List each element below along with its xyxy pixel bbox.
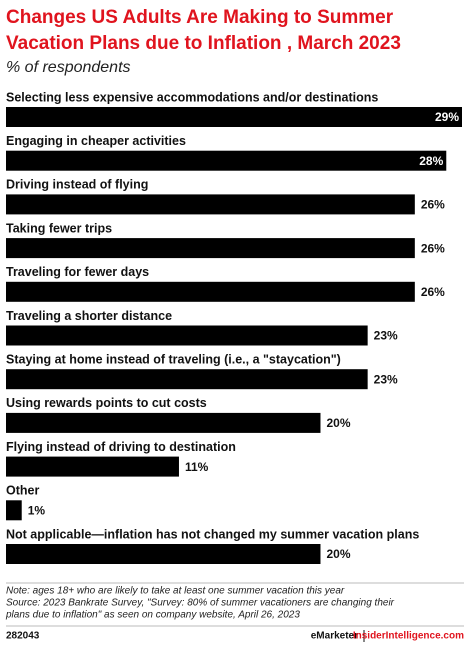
category-label: Taking fewer trips <box>6 221 112 235</box>
brand: eMarketer <box>311 631 358 642</box>
bar <box>6 456 179 477</box>
value-label: 23% <box>374 329 398 343</box>
note: Note: ages 18+ who are likely to take at… <box>6 586 345 597</box>
category-label: Traveling a shorter distance <box>6 309 172 323</box>
bar <box>6 369 368 390</box>
category-label: Selecting less expensive accommodations … <box>6 90 378 104</box>
value-label: 1% <box>28 503 46 517</box>
bar <box>6 500 22 521</box>
chart-id: 282043 <box>6 631 40 642</box>
chart-title: Vacation Plans due to Inflation , March … <box>6 33 401 54</box>
bar <box>6 544 321 564</box>
note: plans due to inflation" as seen on compa… <box>5 610 300 621</box>
value-label: 29% <box>435 110 459 124</box>
bar <box>6 150 447 171</box>
category-label: Driving instead of flying <box>6 178 148 192</box>
value-label: 20% <box>326 416 350 430</box>
category-label: Traveling for fewer days <box>6 265 149 279</box>
site: InsiderIntelligence.com <box>353 631 464 642</box>
value-label: 26% <box>421 241 445 255</box>
category-label: Not applicable—inflation has not changed… <box>6 527 419 541</box>
value-label: 26% <box>421 285 445 299</box>
category-label: Using rewards points to cut costs <box>6 396 207 410</box>
note: Source: 2023 Bankrate Survey, "Survey: 8… <box>6 598 395 609</box>
chart-subtitle: % of respondents <box>6 59 131 76</box>
value-label: 20% <box>326 547 350 561</box>
chart-title: Changes US Adults Are Making to Summer <box>6 7 394 28</box>
bar <box>6 238 415 259</box>
bar <box>6 194 415 215</box>
bar <box>6 412 321 433</box>
value-label: 11% <box>185 460 209 474</box>
value-label: 28% <box>419 154 443 168</box>
value-label: 26% <box>421 198 445 212</box>
category-label: Staying at home instead of traveling (i.… <box>6 352 341 366</box>
bar <box>6 281 415 302</box>
bar <box>6 107 462 127</box>
bar <box>6 325 368 346</box>
category-label: Other <box>6 484 39 498</box>
category-label: Flying instead of driving to destination <box>6 440 236 454</box>
category-label: Engaging in cheaper activities <box>6 134 186 148</box>
value-label: 23% <box>374 372 398 386</box>
